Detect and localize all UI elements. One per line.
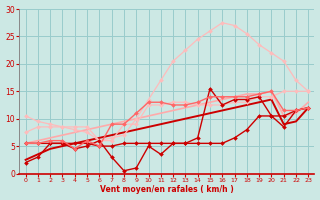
X-axis label: Vent moyen/en rafales ( km/h ): Vent moyen/en rafales ( km/h ) <box>100 185 234 194</box>
